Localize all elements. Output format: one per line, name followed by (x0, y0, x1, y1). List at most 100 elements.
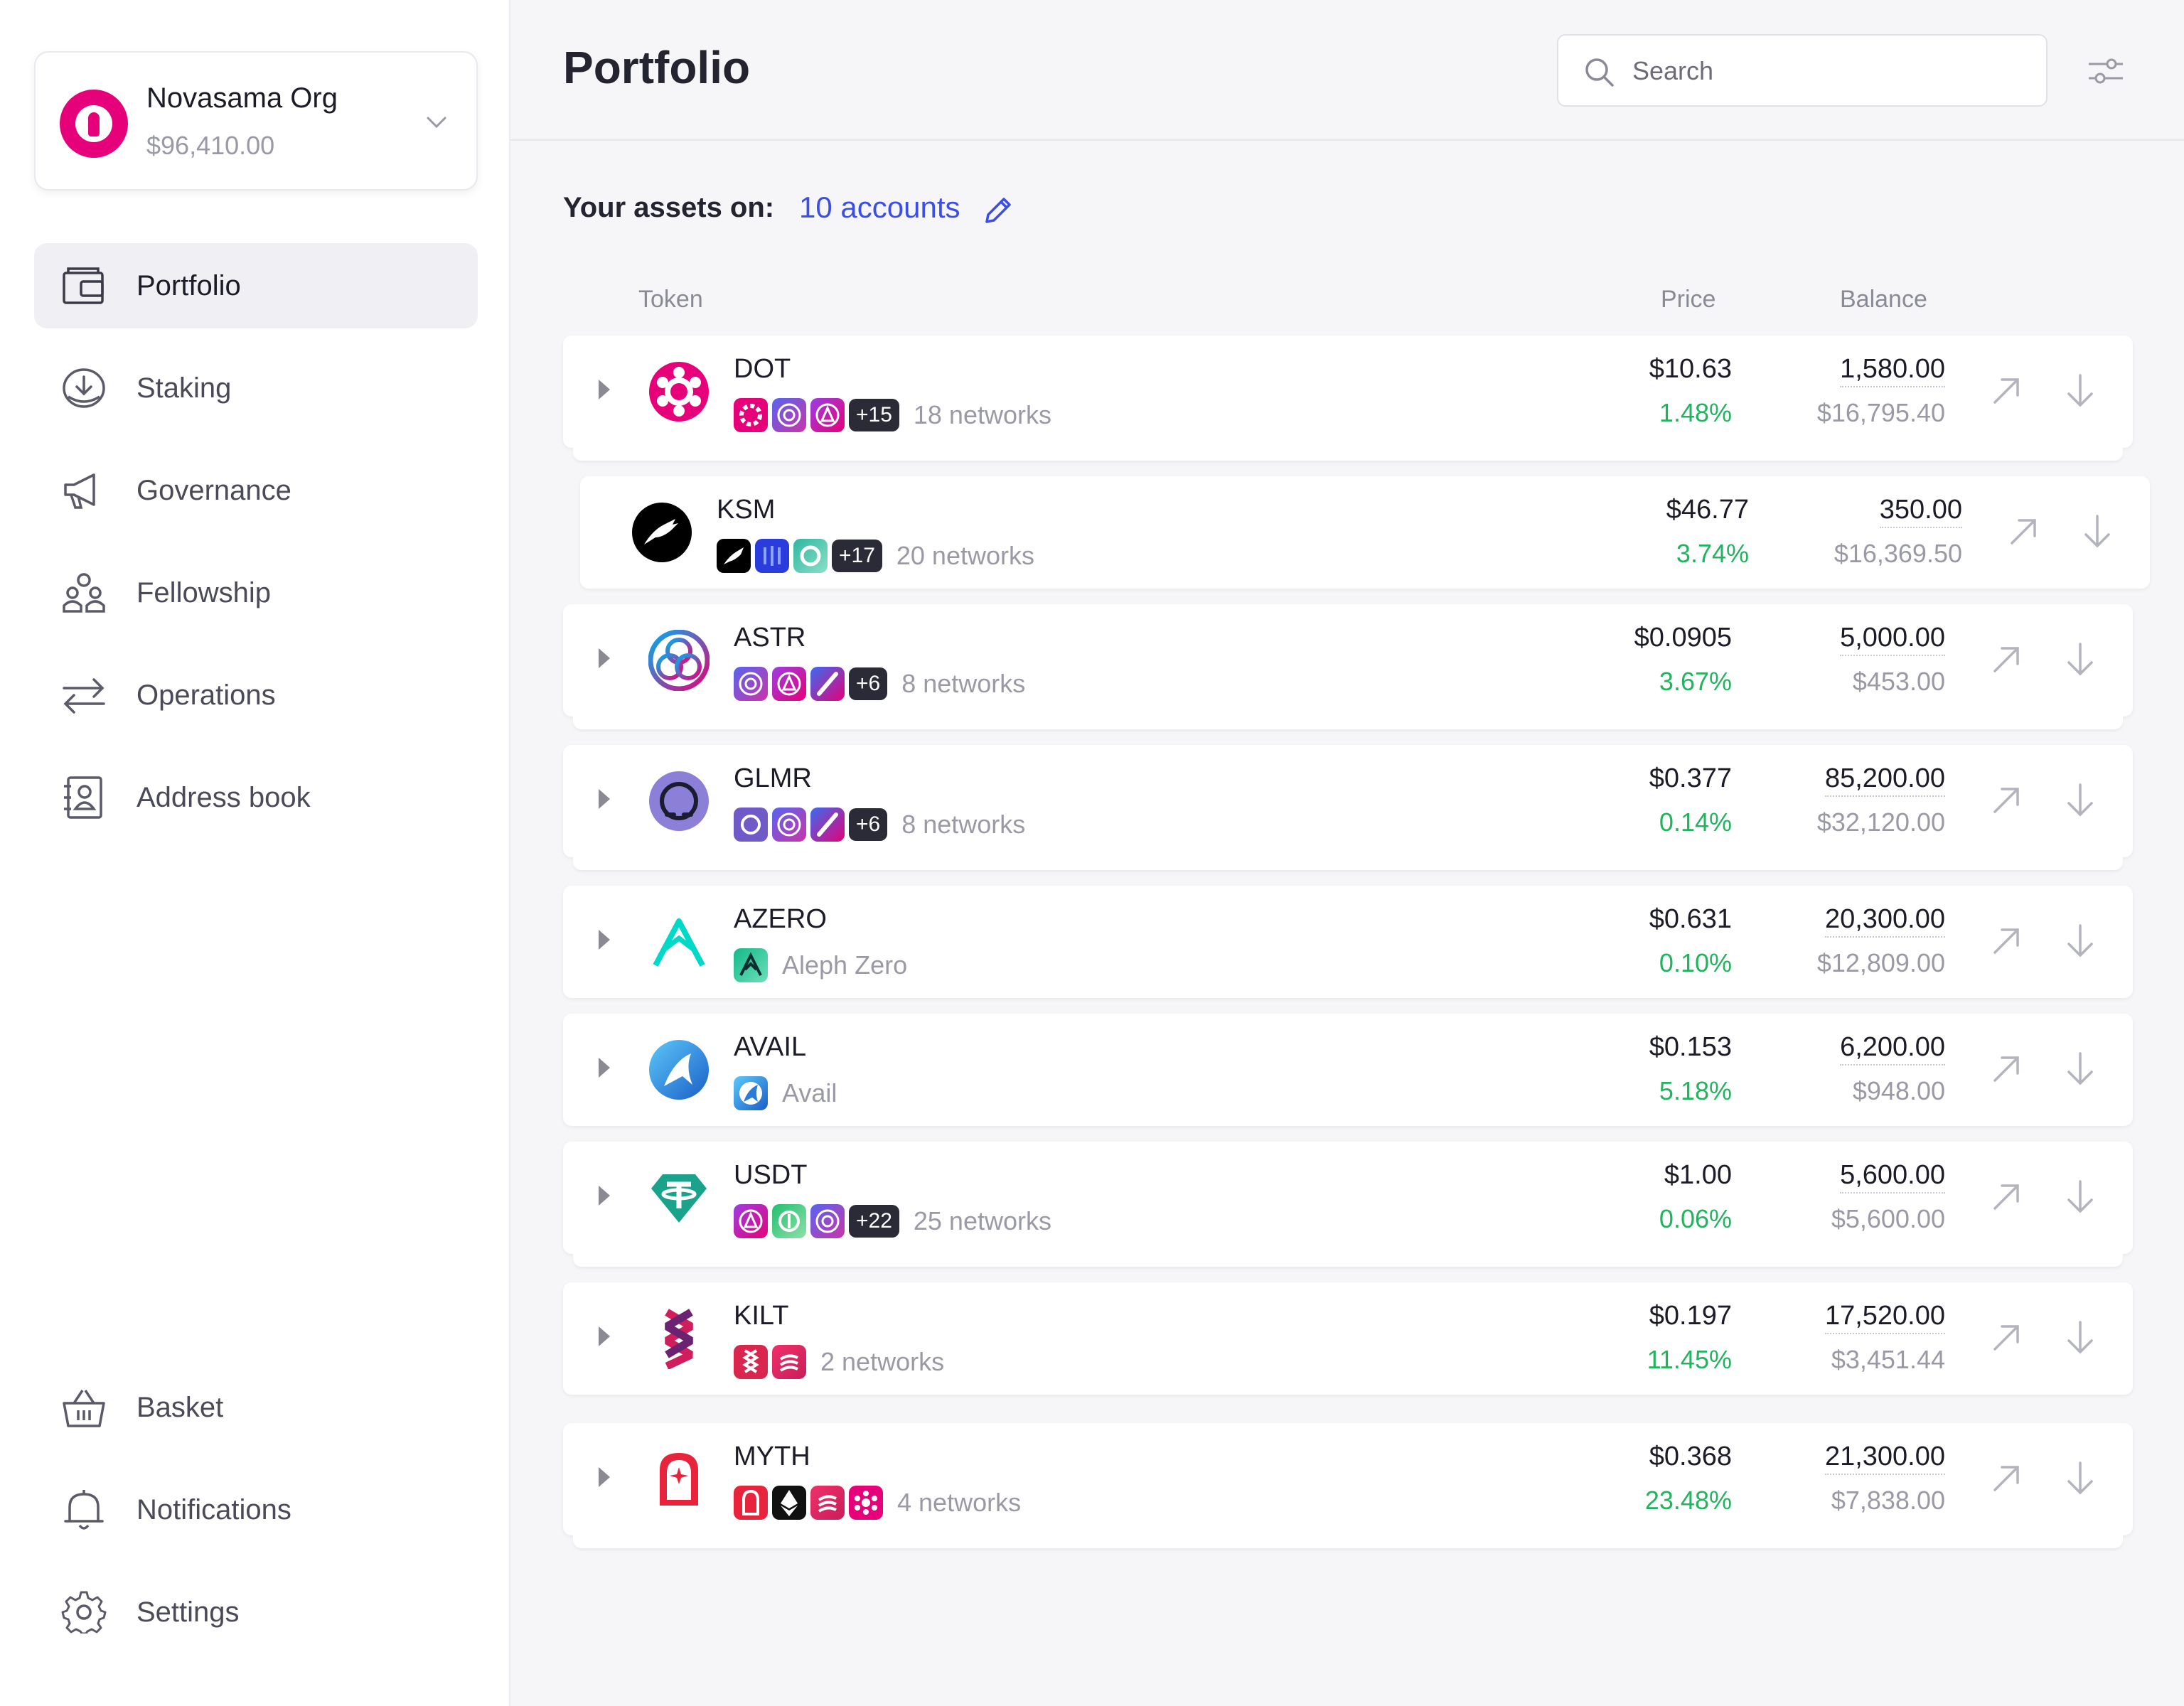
receive-arrow-icon[interactable] (2060, 1177, 2100, 1217)
receive-arrow-icon[interactable] (2060, 1318, 2100, 1358)
avail-token-icon (649, 1040, 709, 1100)
token-price: $0.153 (1649, 1032, 1732, 1062)
bell-icon (64, 1490, 104, 1530)
mythos-network-icon (734, 1486, 768, 1520)
token-balance: 1,580.00 (1840, 354, 1945, 387)
price-change: 23.48% (1644, 1486, 1732, 1515)
receive-arrow-icon[interactable] (2060, 1459, 2100, 1498)
expand-caret-icon[interactable] (599, 1186, 610, 1206)
send-arrow-icon[interactable] (1986, 780, 2026, 820)
token-balance: 85,200.00 (1824, 763, 1945, 797)
token-price: $0.368 (1649, 1442, 1732, 1471)
sidebar: Novasama Org $96,410.00 Portfolio Stakin… (0, 0, 510, 1706)
asset-row-glmr[interactable]: GLMR +6 8 networks $0.377 0.14% 85,200.0… (563, 745, 2133, 870)
fiat-balance: $16,369.50 (1834, 539, 1962, 568)
pencil-icon[interactable] (981, 193, 1015, 227)
nav-label: Basket (136, 1392, 224, 1423)
asset-row-kilt[interactable]: KILT 2 networks $0.197 11.45% 17,520.00 … (563, 1282, 2133, 1395)
nav-staking[interactable]: Staking (34, 345, 478, 431)
search-input[interactable] (1632, 51, 2030, 91)
send-arrow-icon[interactable] (1986, 1177, 2026, 1217)
nav-governance[interactable]: Governance (34, 448, 478, 533)
send-arrow-icon[interactable] (1986, 1459, 2026, 1498)
price-change: 5.18% (1659, 1076, 1732, 1105)
more-networks-badge: +17 (832, 540, 882, 572)
nav-notifications[interactable]: Notifications (34, 1467, 478, 1552)
send-arrow-icon[interactable] (2003, 512, 2043, 552)
asset-row-azero[interactable]: AZERO Aleph Zero $0.631 0.10% 20,300.00 … (563, 886, 2133, 998)
expand-caret-icon[interactable] (599, 1326, 610, 1346)
receive-arrow-icon[interactable] (2060, 640, 2100, 680)
token-balance: 17,520.00 (1824, 1301, 1945, 1334)
asset-row-avail[interactable]: AVAIL Avail $0.153 5.18% 6,200.00 $948.0… (563, 1014, 2133, 1126)
more-networks-badge: +6 (849, 808, 888, 841)
send-arrow-icon[interactable] (1986, 1049, 2026, 1089)
receive-arrow-icon[interactable] (2060, 371, 2100, 411)
people-icon (63, 573, 105, 613)
nav-address-book[interactable]: Address book (34, 755, 478, 840)
network-chips: Avail (734, 1076, 837, 1110)
price-change: 3.67% (1659, 667, 1732, 696)
send-arrow-icon[interactable] (1986, 921, 2026, 961)
expand-caret-icon[interactable] (599, 930, 610, 950)
gear-icon (61, 1591, 107, 1633)
price-change: 11.45% (1647, 1345, 1732, 1374)
token-symbol: GLMR (734, 763, 812, 793)
expand-caret-icon[interactable] (599, 1058, 610, 1078)
token-price: $46.77 (1666, 495, 1749, 525)
hydration-network-icon (810, 808, 845, 842)
send-arrow-icon[interactable] (1986, 640, 2026, 680)
astar-network-icon (734, 667, 768, 701)
networks-count: 2 networks (820, 1347, 945, 1376)
price-change: 3.74% (1676, 539, 1749, 568)
nav-basket[interactable]: Basket (34, 1365, 478, 1450)
accounts-link[interactable]: 10 accounts (799, 191, 960, 224)
astr-token-icon (648, 630, 710, 691)
send-arrow-icon[interactable] (1986, 1318, 2026, 1358)
token-symbol: AZERO (734, 904, 827, 934)
expand-caret-icon[interactable] (599, 380, 610, 399)
asset-row-ksm[interactable]: KSM +17 20 networks $46.77 3.74% 350.00 … (580, 476, 2150, 589)
expand-caret-icon[interactable] (599, 789, 610, 809)
networks-count: 8 networks (901, 810, 1026, 839)
asset-row-usdt[interactable]: USDT +22 25 networks $1.00 0.06% 5,600.0… (563, 1142, 2133, 1267)
receive-arrow-icon[interactable] (2077, 512, 2117, 552)
network-chips: 2 networks (734, 1345, 944, 1379)
search-box[interactable] (1557, 34, 2048, 107)
nav-portfolio[interactable]: Portfolio (34, 243, 478, 328)
network-name: Avail (782, 1078, 837, 1107)
token-price: $0.0905 (1634, 623, 1732, 653)
networks-count: 8 networks (901, 669, 1026, 698)
nav-label: Fellowship (136, 577, 271, 608)
acala-network-icon (772, 1204, 806, 1238)
token-symbol: AVAIL (734, 1032, 807, 1062)
expand-caret-icon[interactable] (599, 1467, 610, 1487)
column-header-price: Price (1661, 286, 1716, 313)
nav-fellowship[interactable]: Fellowship (34, 550, 478, 635)
kilt-network-icon (734, 1345, 768, 1379)
karura-network-icon (793, 539, 828, 573)
address-book-icon (64, 776, 102, 819)
asset-row-dot[interactable]: DOT +15 18 networks $10.63 1.48% 1,580.0… (563, 336, 2133, 461)
hydration-network-icon (772, 1345, 806, 1379)
org-switcher[interactable]: Novasama Org $96,410.00 (34, 51, 478, 191)
network-chips: +17 20 networks (717, 539, 1034, 573)
asset-row-myth[interactable]: MYTH 4 networks $0.368 23.48% 21,300.00 … (563, 1423, 2133, 1548)
token-balance: 21,300.00 (1824, 1442, 1945, 1475)
receive-arrow-icon[interactable] (2060, 1049, 2100, 1089)
usdt-token-icon (651, 1174, 707, 1223)
nav-operations[interactable]: Operations (34, 653, 478, 738)
asset-row-astr[interactable]: ASTR +6 8 networks $0.0905 3.67% 5,000.0… (563, 604, 2133, 729)
transfer-icon (63, 678, 105, 714)
receive-arrow-icon[interactable] (2060, 780, 2100, 820)
ethereum-network-icon (772, 1486, 806, 1520)
filter-sliders-icon[interactable] (2084, 50, 2127, 92)
send-arrow-icon[interactable] (1986, 371, 2026, 411)
nav-label: Notifications (136, 1494, 291, 1525)
kusama-network-icon (717, 539, 751, 573)
expand-caret-icon[interactable] (599, 648, 610, 668)
nav-settings[interactable]: Settings (34, 1570, 478, 1655)
token-symbol: ASTR (734, 623, 806, 653)
org-name: Novasama Org (146, 82, 338, 114)
receive-arrow-icon[interactable] (2060, 921, 2100, 961)
